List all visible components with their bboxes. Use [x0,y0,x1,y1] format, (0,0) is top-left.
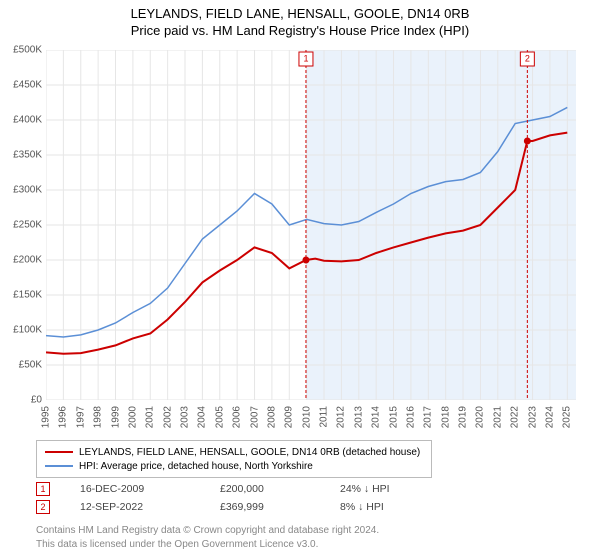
x-tick: 2015 [388,406,399,428]
x-tick: 2006 [232,406,243,428]
y-axis: £0£50K£100K£150K£200K£250K£300K£350K£400… [0,50,46,400]
footer-line-1: Contains HM Land Registry data © Crown c… [36,524,379,538]
sale-row: 2 12-SEP-2022 £369,999 8% ↓ HPI [36,498,390,516]
x-tick: 2003 [180,406,191,428]
sale-marker-table: 1 16-DEC-2009 £200,000 24% ↓ HPI 2 12-SEP-202… [36,480,390,516]
legend: LEYLANDS, FIELD LANE, HENSALL, GOOLE, DN… [36,440,432,478]
x-tick: 2001 [145,406,156,428]
x-tick: 2010 [301,406,312,428]
x-tick: 2017 [423,406,434,428]
x-tick: 1998 [93,406,104,428]
y-tick: £50K [19,360,42,371]
legend-label: LEYLANDS, FIELD LANE, HENSALL, GOOLE, DN… [79,447,420,458]
sale-marker-badge: 1 [36,482,50,496]
footer-attribution: Contains HM Land Registry data © Crown c… [36,524,379,552]
legend-label: HPI: Average price, detached house, Nort… [79,461,313,472]
x-tick: 2021 [492,406,503,428]
sale-price: £200,000 [220,483,310,495]
y-tick: £0 [31,395,42,406]
x-tick: 2025 [562,406,573,428]
x-tick: 2008 [266,406,277,428]
sale-marker-badge: 2 [36,500,50,514]
y-tick: £300K [13,185,42,196]
sale-row: 1 16-DEC-2009 £200,000 24% ↓ HPI [36,480,390,498]
x-tick: 2014 [371,406,382,428]
legend-row: LEYLANDS, FIELD LANE, HENSALL, GOOLE, DN… [45,445,423,459]
x-tick: 2009 [284,406,295,428]
y-tick: £100K [13,325,42,336]
x-tick: 1997 [75,406,86,428]
x-tick: 2000 [127,406,138,428]
legend-row: HPI: Average price, detached house, Nort… [45,459,423,473]
x-tick: 2022 [510,406,521,428]
x-axis: 1995199619971998199920002001200220032004… [46,400,576,440]
x-tick: 1999 [110,406,121,428]
x-tick: 1996 [58,406,69,428]
x-tick: 2019 [458,406,469,428]
y-tick: £250K [13,220,42,231]
y-tick: £450K [13,80,42,91]
chart-title-address: LEYLANDS, FIELD LANE, HENSALL, GOOLE, DN… [0,6,600,21]
sale-date: 12-SEP-2022 [80,501,190,513]
x-tick: 2004 [197,406,208,428]
x-tick: 1995 [41,406,52,428]
x-tick: 2020 [475,406,486,428]
y-tick: £150K [13,290,42,301]
legend-swatch [45,465,73,467]
sale-date: 16-DEC-2009 [80,483,190,495]
x-tick: 2002 [162,406,173,428]
y-tick: £400K [13,115,42,126]
chart-title-sub: Price paid vs. HM Land Registry's House … [0,23,600,38]
svg-text:2: 2 [525,53,530,63]
y-tick: £200K [13,255,42,266]
x-tick: 2007 [249,406,260,428]
x-tick: 2016 [405,406,416,428]
x-tick: 2024 [544,406,555,428]
x-tick: 2012 [336,406,347,428]
footer-line-2: This data is licensed under the Open Gov… [36,538,379,552]
x-tick: 2005 [214,406,225,428]
y-tick: £350K [13,150,42,161]
x-tick: 2013 [353,406,364,428]
x-tick: 2011 [319,406,330,428]
sale-change: 24% ↓ HPI [340,483,390,495]
sale-change: 8% ↓ HPI [340,501,384,513]
x-tick: 2023 [527,406,538,428]
svg-text:1: 1 [303,53,308,63]
chart-plot-area: 12 [46,50,576,400]
sale-price: £369,999 [220,501,310,513]
x-tick: 2018 [440,406,451,428]
legend-swatch [45,451,73,453]
y-tick: £500K [13,45,42,56]
